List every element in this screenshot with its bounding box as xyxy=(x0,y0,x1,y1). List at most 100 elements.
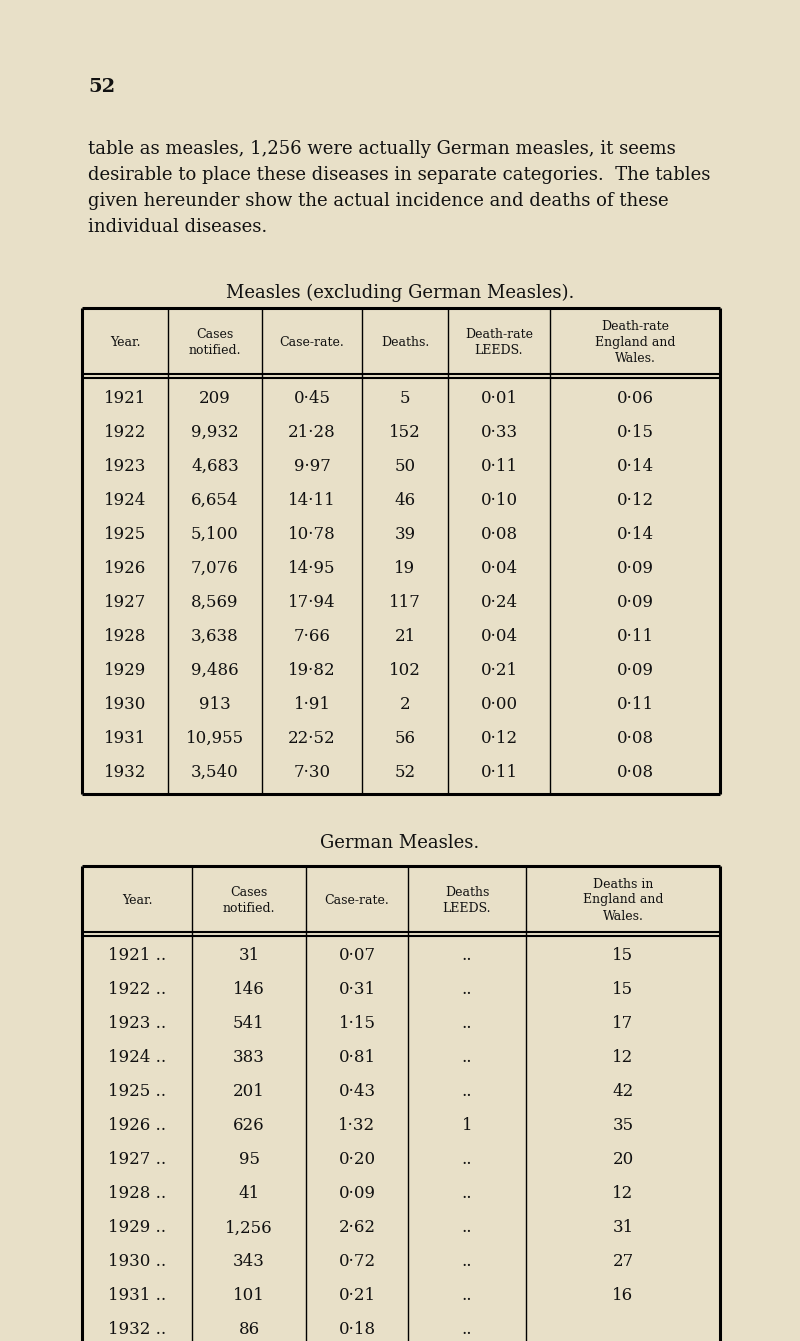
Text: 86: 86 xyxy=(238,1321,259,1338)
Text: 0·08: 0·08 xyxy=(481,526,518,543)
Text: given hereunder show the actual incidence and deaths of these: given hereunder show the actual incidenc… xyxy=(88,192,669,211)
Text: 1932: 1932 xyxy=(104,763,146,780)
Text: ..: .. xyxy=(462,1254,472,1270)
Text: 9,932: 9,932 xyxy=(191,424,239,440)
Text: 0·33: 0·33 xyxy=(481,424,518,440)
Text: 1925 ..: 1925 .. xyxy=(108,1084,166,1101)
Text: 15: 15 xyxy=(613,948,634,964)
Text: ..: .. xyxy=(462,1152,472,1168)
Text: 52: 52 xyxy=(394,763,415,780)
Text: 0·01: 0·01 xyxy=(481,389,518,406)
Text: 0·07: 0·07 xyxy=(338,948,375,964)
Text: 1921: 1921 xyxy=(104,389,146,406)
Text: Year.: Year. xyxy=(122,893,152,907)
Text: 1927 ..: 1927 .. xyxy=(108,1152,166,1168)
Text: 0·08: 0·08 xyxy=(617,730,654,747)
Text: ..: .. xyxy=(462,1050,472,1066)
Text: 201: 201 xyxy=(233,1084,265,1101)
Text: 27: 27 xyxy=(612,1254,634,1270)
Text: 1929: 1929 xyxy=(104,661,146,679)
Text: 146: 146 xyxy=(233,982,265,999)
Text: 1931 ..: 1931 .. xyxy=(108,1287,166,1305)
Text: 0·14: 0·14 xyxy=(617,526,654,543)
Text: desirable to place these diseases in separate categories.  The tables: desirable to place these diseases in sep… xyxy=(88,166,710,184)
Text: 5: 5 xyxy=(400,389,410,406)
Text: 20: 20 xyxy=(612,1152,634,1168)
Text: 152: 152 xyxy=(389,424,421,440)
Text: ..: .. xyxy=(462,1084,472,1101)
Text: 7,076: 7,076 xyxy=(191,559,239,577)
Text: 52: 52 xyxy=(88,78,115,97)
Text: 0·20: 0·20 xyxy=(338,1152,375,1168)
Text: 1930 ..: 1930 .. xyxy=(108,1254,166,1270)
Text: 5,100: 5,100 xyxy=(191,526,239,543)
Text: 0·09: 0·09 xyxy=(617,594,654,610)
Text: 626: 626 xyxy=(233,1117,265,1134)
Text: 1922 ..: 1922 .. xyxy=(108,982,166,999)
Text: Measles (excluding German Measles).: Measles (excluding German Measles). xyxy=(226,284,574,302)
Text: 0·08: 0·08 xyxy=(617,763,654,780)
Text: ..: .. xyxy=(462,1321,472,1338)
Text: 0·14: 0·14 xyxy=(617,457,654,475)
Text: 31: 31 xyxy=(612,1219,634,1236)
Text: 1: 1 xyxy=(462,1117,472,1134)
Text: 0·43: 0·43 xyxy=(338,1084,375,1101)
Text: 0·00: 0·00 xyxy=(481,696,518,712)
Text: 0·10: 0·10 xyxy=(481,492,518,508)
Text: 1927: 1927 xyxy=(104,594,146,610)
Text: 2: 2 xyxy=(400,696,410,712)
Text: 9,486: 9,486 xyxy=(191,661,239,679)
Text: 1929 ..: 1929 .. xyxy=(108,1219,166,1236)
Text: 21: 21 xyxy=(394,628,416,645)
Text: Deaths
LEEDS.: Deaths LEEDS. xyxy=(442,885,491,915)
Text: ..: .. xyxy=(462,1219,472,1236)
Text: 1921 ..: 1921 .. xyxy=(108,948,166,964)
Text: 10·78: 10·78 xyxy=(288,526,336,543)
Text: 0·45: 0·45 xyxy=(294,389,330,406)
Text: 21·28: 21·28 xyxy=(288,424,336,440)
Text: 16: 16 xyxy=(613,1287,634,1305)
Text: 0·72: 0·72 xyxy=(338,1254,375,1270)
Text: 0·81: 0·81 xyxy=(338,1050,375,1066)
Text: 343: 343 xyxy=(233,1254,265,1270)
Text: Cases
notified.: Cases notified. xyxy=(222,885,275,915)
Text: 7·30: 7·30 xyxy=(294,763,330,780)
Text: 0·15: 0·15 xyxy=(617,424,654,440)
Text: Case-rate.: Case-rate. xyxy=(280,335,344,349)
Text: 39: 39 xyxy=(394,526,415,543)
Text: 0·04: 0·04 xyxy=(481,559,518,577)
Text: 42: 42 xyxy=(612,1084,634,1101)
Text: 0·18: 0·18 xyxy=(338,1321,375,1338)
Text: 50: 50 xyxy=(394,457,415,475)
Text: 1930: 1930 xyxy=(104,696,146,712)
Text: 7·66: 7·66 xyxy=(294,628,330,645)
Text: 95: 95 xyxy=(238,1152,259,1168)
Text: 12: 12 xyxy=(612,1185,634,1203)
Text: 41: 41 xyxy=(238,1185,260,1203)
Text: 31: 31 xyxy=(238,948,260,964)
Text: 0·11: 0·11 xyxy=(481,457,518,475)
Text: 0·11: 0·11 xyxy=(617,628,654,645)
Text: Death-rate
LEEDS.: Death-rate LEEDS. xyxy=(465,327,533,357)
Text: 19: 19 xyxy=(394,559,415,577)
Text: ..: .. xyxy=(462,948,472,964)
Text: 0·21: 0·21 xyxy=(338,1287,375,1305)
Text: 209: 209 xyxy=(199,389,231,406)
Text: 102: 102 xyxy=(389,661,421,679)
Text: Deaths.: Deaths. xyxy=(381,335,429,349)
Text: 10,955: 10,955 xyxy=(186,730,244,747)
Text: 1·15: 1·15 xyxy=(338,1015,375,1033)
Text: 1924 ..: 1924 .. xyxy=(108,1050,166,1066)
Text: 4,683: 4,683 xyxy=(191,457,239,475)
Text: 541: 541 xyxy=(233,1015,265,1033)
Text: 0·06: 0·06 xyxy=(617,389,654,406)
Text: 56: 56 xyxy=(394,730,415,747)
Text: 17: 17 xyxy=(612,1015,634,1033)
Text: 0·31: 0·31 xyxy=(338,982,375,999)
Text: Case-rate.: Case-rate. xyxy=(325,893,390,907)
Text: 1925: 1925 xyxy=(104,526,146,543)
Text: 1923: 1923 xyxy=(104,457,146,475)
Text: 1·32: 1·32 xyxy=(338,1117,375,1134)
Text: 0·21: 0·21 xyxy=(481,661,518,679)
Text: 3,638: 3,638 xyxy=(191,628,239,645)
